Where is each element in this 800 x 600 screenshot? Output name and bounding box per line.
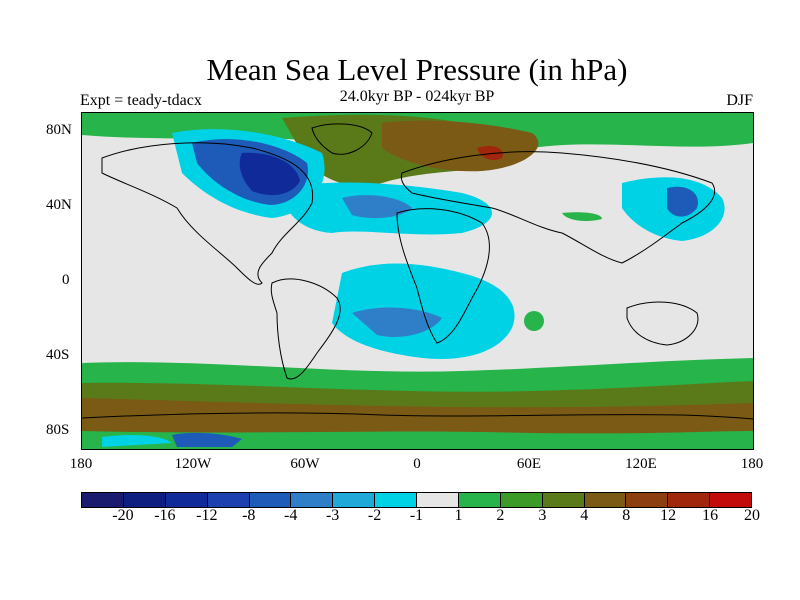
colorbar-swatch [333,493,376,507]
contour-asia-red [477,146,503,160]
colorbar-label: 12 [660,507,677,524]
coast-antarctica [82,412,753,420]
contour-indian-green [524,311,544,331]
lon-label-60w: 60W [290,456,320,472]
colorbar-swatch [458,493,501,507]
contour-npacific-blue [667,186,698,217]
colorbar-label: -16 [154,507,176,524]
colorbar-label: -12 [196,507,218,524]
contour-antarctic-cyan [102,435,172,447]
colorbar-label: 1 [454,507,463,524]
colorbar-label: 4 [580,507,589,524]
map-svg [82,113,753,449]
lon-label-120e: 120E [625,456,657,472]
lat-label-40s: 40S [46,347,70,363]
colorbar-swatch [291,493,334,507]
colorbar-label: -1 [409,507,424,524]
coast-south-america [270,278,341,380]
colorbar-swatch [417,493,459,507]
colorbar-label: -20 [112,507,134,524]
colorbar-swatch [375,493,417,507]
lon-label-60e: 60E [516,456,542,472]
contour-natlantic-teal [342,195,412,219]
coast-north-america [101,142,314,285]
colorbar-label: 8 [622,507,631,524]
contour-npacific-green [562,212,602,221]
colorbar-swatch [207,493,250,507]
coast-australia [626,301,699,346]
colorbar [81,492,752,508]
lat-label-80n: 80N [46,122,72,138]
coast-greenland [311,123,373,155]
experiment-label: Expt = teady-tdacx [80,92,202,109]
lat-label-40n: 40N [46,197,72,213]
colorbar-labels: -20 -16 -12 -8 -4 -3 -2 -1 1 2 3 4 8 12 16 20 [81,507,760,529]
contour-antarctic-blue [172,432,242,447]
colorbar-label: 3 [538,507,547,524]
contour-satlantic-teal [352,307,442,338]
colorbar-swatch [584,493,627,507]
colorbar-label: -4 [284,507,298,524]
lon-label-180e: 180 [740,456,764,472]
contour-band-antarctic-green [82,431,753,449]
colorbar-swatch [165,493,208,507]
colorbar-swatch [249,493,292,507]
lon-label-120w: 120W [174,456,212,472]
colorbar-label: -2 [367,507,382,524]
coastlines [82,123,753,420]
pressure-map [81,112,754,450]
contour-namerica-darkblue [239,152,300,196]
chart-title: Mean Sea Level Pressure (in hPa) [206,52,628,87]
period-label: 24.0kyr BP - 024kyr BP [339,88,495,105]
coast-africa [396,208,490,344]
colorbar-swatch [82,493,124,507]
lat-label-80s: 80S [46,422,70,438]
lon-label-180w: 180 [69,456,93,472]
colorbar-label: -8 [242,507,256,524]
lat-label-eq: 0 [62,272,70,288]
colorbar-swatch [500,493,543,507]
colorbar-label: -3 [325,507,340,524]
lon-label-0: 0 [413,456,421,472]
colorbar-swatch [710,493,751,507]
coast-eurasia [400,151,716,264]
colorbar-label: 2 [496,507,505,524]
colorbar-swatch [668,493,711,507]
colorbar-swatch [542,493,585,507]
colorbar-label: 20 [744,507,760,524]
colorbar-swatch [626,493,669,507]
colorbar-swatch [123,493,166,507]
season-label: DJF [726,92,753,109]
colorbar-label: 16 [702,507,719,524]
